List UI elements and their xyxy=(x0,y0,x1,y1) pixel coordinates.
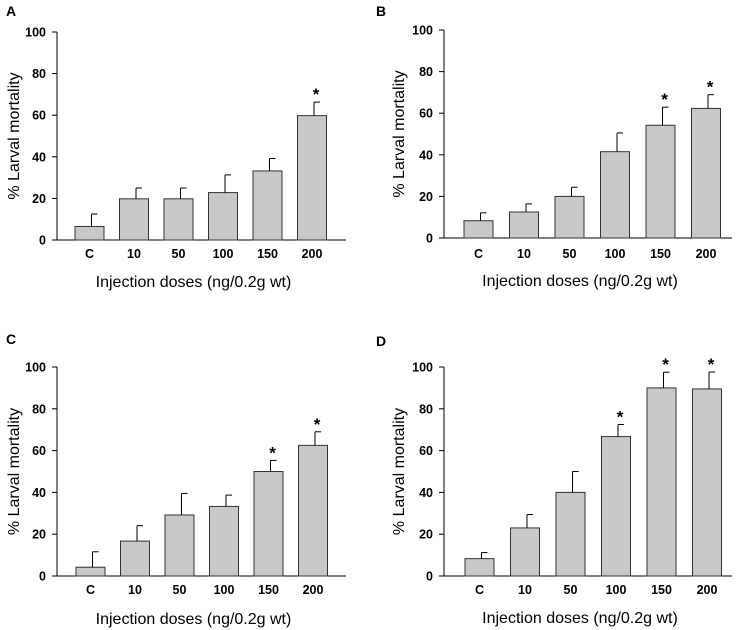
x-tick-label: 100 xyxy=(606,583,627,597)
bar xyxy=(119,198,149,241)
panel-b: B 0 20 40 60 80 100 % Larval mortality C 10 50 100 *… xyxy=(376,3,732,290)
x-tick-label: 200 xyxy=(303,583,324,597)
x-tick-label: C xyxy=(86,583,95,597)
x-tick-label: C xyxy=(85,247,94,261)
bar xyxy=(298,444,328,577)
significance-star: * xyxy=(269,443,276,462)
x-tick-label: 50 xyxy=(172,247,186,261)
x-tick-label: 150 xyxy=(650,247,671,261)
panel-letter: D xyxy=(376,333,386,349)
bar xyxy=(464,558,495,577)
y-tick-label: 20 xyxy=(32,528,46,542)
x-tick-label: 100 xyxy=(605,247,626,261)
y-tick-label: 0 xyxy=(39,570,46,584)
bar xyxy=(509,211,539,239)
y-tick-label: 60 xyxy=(419,107,433,121)
significance-star: * xyxy=(661,90,668,109)
panel-letter: B xyxy=(376,3,386,19)
x-tick-label: 50 xyxy=(173,583,187,597)
significance-star: * xyxy=(708,355,715,374)
bar xyxy=(554,195,585,239)
x-axis-title: Injection doses (ng/0.2g wt) xyxy=(96,274,292,291)
bar xyxy=(163,198,194,241)
x-tick-label: 10 xyxy=(518,583,532,597)
y-tick-label: 100 xyxy=(25,361,46,375)
bar xyxy=(645,124,676,239)
bar xyxy=(646,387,677,577)
y-tick-label: 60 xyxy=(32,109,46,123)
significance-star: * xyxy=(313,85,320,104)
bar xyxy=(463,220,494,239)
x-tick-label: 200 xyxy=(302,247,323,261)
bar xyxy=(120,540,150,577)
y-tick-label: 20 xyxy=(419,528,433,542)
y-axis-title: % Larval mortality xyxy=(391,70,408,197)
y-axis-title: % Larval mortality xyxy=(6,408,23,535)
bar xyxy=(692,388,722,577)
y-tick-label: 0 xyxy=(39,234,46,248)
y-tick-label: 40 xyxy=(32,150,46,164)
bar xyxy=(253,471,284,577)
y-tick-label: 60 xyxy=(32,444,46,458)
x-axis-title: Injection doses (ng/0.2g wt) xyxy=(482,610,678,627)
x-axis-title: Injection doses (ng/0.2g wt) xyxy=(96,611,292,628)
bar xyxy=(75,566,106,577)
bar xyxy=(555,491,586,577)
significance-star: * xyxy=(314,415,321,434)
y-tick-label: 40 xyxy=(32,486,46,500)
x-tick-label: C xyxy=(475,583,484,597)
significance-star: * xyxy=(707,78,714,97)
significance-star: * xyxy=(617,407,624,426)
x-axis-title: Injection doses (ng/0.2g wt) xyxy=(482,273,678,290)
y-tick-label: 80 xyxy=(32,67,46,81)
x-tick-label: 150 xyxy=(257,247,278,261)
bar xyxy=(164,514,195,577)
y-axis-title: % Larval mortality xyxy=(6,72,23,199)
bar xyxy=(691,107,721,239)
x-tick-label: 150 xyxy=(651,583,672,597)
y-axis-title: % Larval mortality xyxy=(391,408,408,535)
y-tick-label: 100 xyxy=(25,26,46,40)
bar xyxy=(252,170,283,241)
y-tick-label: 80 xyxy=(32,402,46,416)
y-tick-label: 100 xyxy=(412,361,433,375)
y-tick-label: 0 xyxy=(426,570,433,584)
x-tick-label: 150 xyxy=(258,583,279,597)
x-tick-label: 100 xyxy=(213,247,234,261)
bar xyxy=(510,527,540,577)
x-tick-label: 100 xyxy=(214,583,235,597)
panel-letter: C xyxy=(6,331,16,347)
panel-c: C 0 20 40 60 80 100 % Larval mortality C 10 50 100 *… xyxy=(6,331,346,628)
y-tick-label: 80 xyxy=(419,402,433,416)
y-tick-label: 80 xyxy=(419,65,433,79)
x-tick-label: 200 xyxy=(697,583,718,597)
panel-letter: A xyxy=(6,3,16,19)
x-tick-label: 10 xyxy=(127,247,141,261)
panel-d: D 0 20 40 60 80 100 % Larval mortality C 10 50 * 100… xyxy=(376,333,732,627)
x-tick-label: 50 xyxy=(563,247,577,261)
x-tick-label: C xyxy=(474,247,483,261)
bar xyxy=(208,192,238,241)
y-tick-label: 0 xyxy=(426,232,433,246)
y-tick-label: 100 xyxy=(412,24,433,38)
panel-a: A 0 20 40 60 80 100 % Larval mortality C 10 50 100 1… xyxy=(6,3,346,291)
x-tick-label: 10 xyxy=(517,247,531,261)
x-tick-label: 200 xyxy=(696,247,717,261)
bar xyxy=(600,151,630,239)
bar xyxy=(601,436,631,577)
y-tick-label: 60 xyxy=(419,444,433,458)
x-tick-label: 10 xyxy=(128,583,142,597)
bar xyxy=(297,115,327,241)
bar xyxy=(74,225,105,241)
significance-star: * xyxy=(662,355,669,374)
bar xyxy=(209,505,239,577)
y-tick-label: 20 xyxy=(419,190,433,204)
x-tick-label: 50 xyxy=(564,583,578,597)
y-tick-label: 40 xyxy=(419,486,433,500)
y-tick-label: 20 xyxy=(32,192,46,206)
y-tick-label: 40 xyxy=(419,148,433,162)
